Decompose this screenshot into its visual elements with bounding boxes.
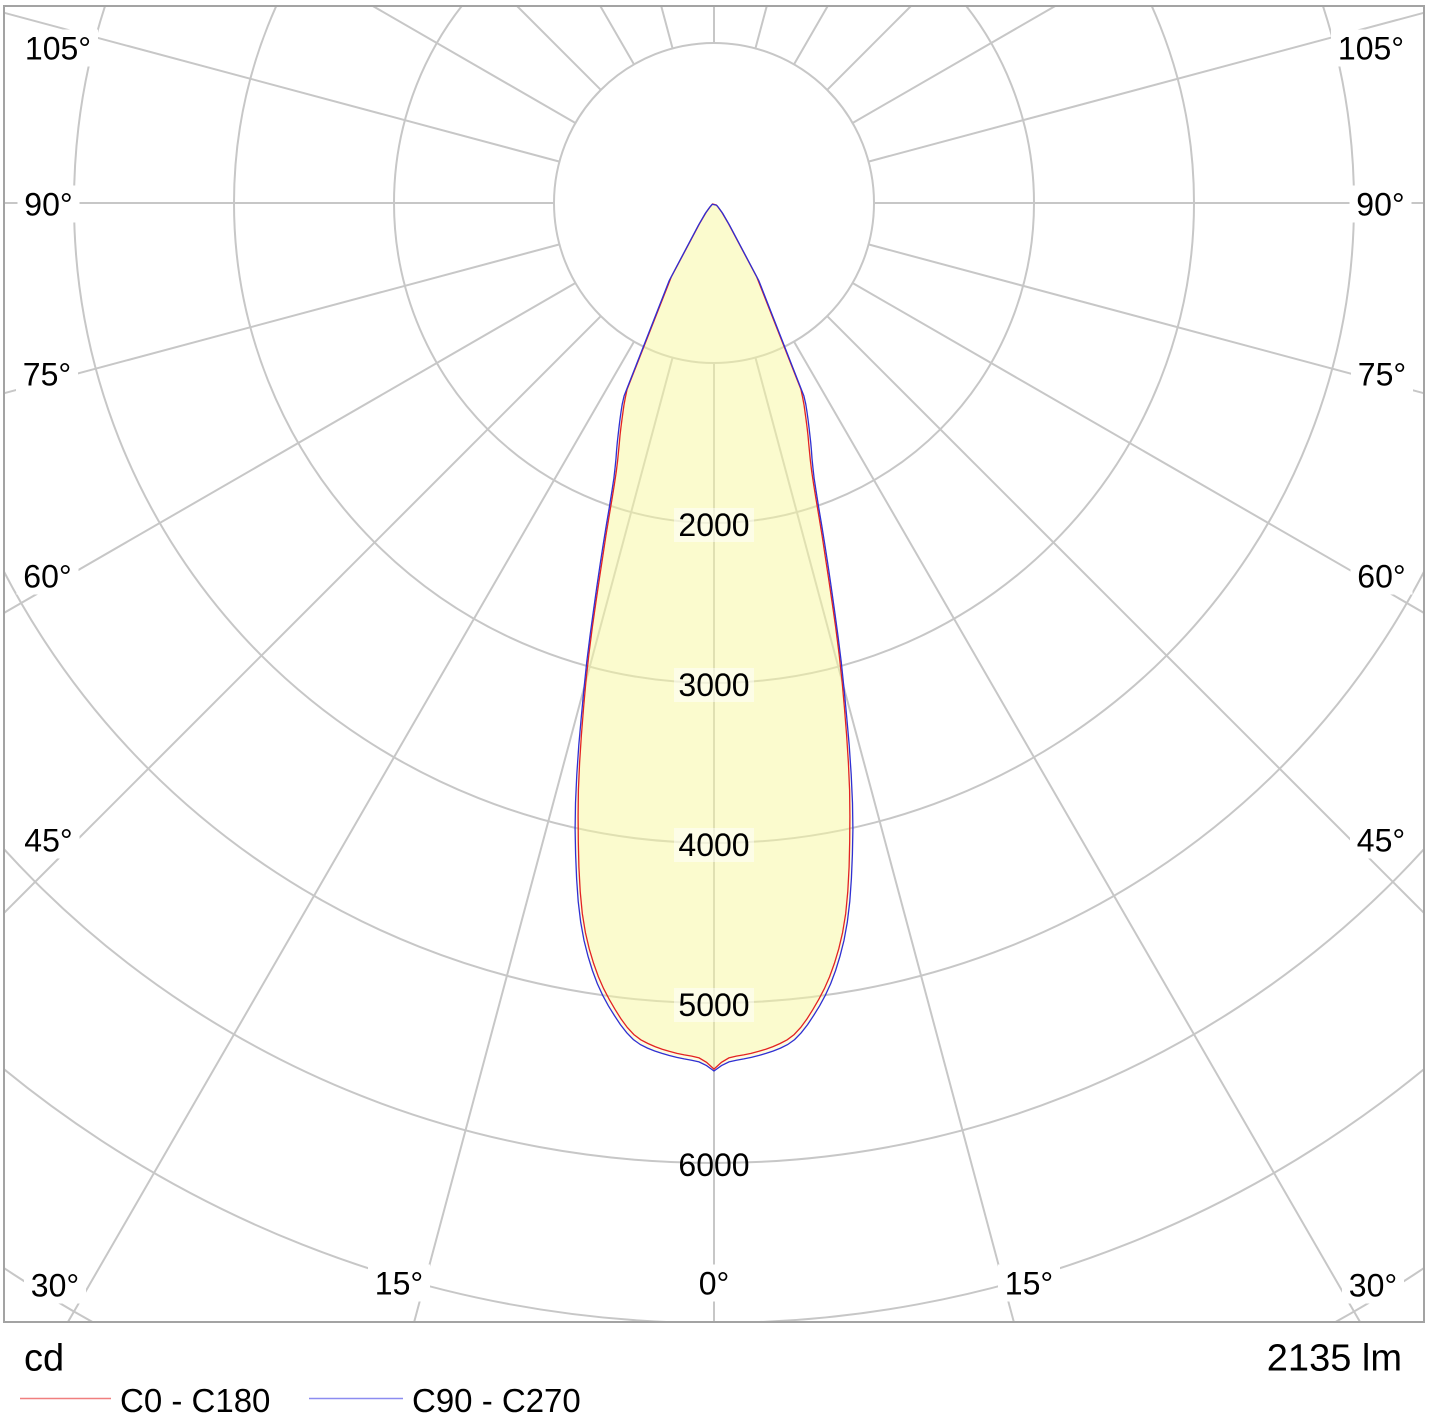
svg-text:60°: 60° [1357, 559, 1405, 595]
svg-text:C0 - C180: C0 - C180 [120, 1382, 270, 1419]
svg-text:75°: 75° [1358, 357, 1406, 393]
svg-text:6000: 6000 [678, 1147, 749, 1183]
svg-text:4000: 4000 [678, 827, 749, 863]
svg-text:105°: 105° [1338, 31, 1404, 67]
svg-text:90°: 90° [1356, 187, 1404, 223]
svg-text:0°: 0° [699, 1266, 730, 1302]
svg-text:15°: 15° [1005, 1266, 1053, 1302]
svg-text:2000: 2000 [678, 507, 749, 543]
svg-text:30°: 30° [31, 1268, 79, 1304]
svg-text:75°: 75° [23, 357, 71, 393]
svg-text:45°: 45° [24, 823, 72, 859]
svg-text:5000: 5000 [678, 987, 749, 1023]
svg-text:15°: 15° [375, 1266, 423, 1302]
svg-text:60°: 60° [23, 559, 71, 595]
svg-text:C90 - C270: C90 - C270 [412, 1382, 581, 1419]
svg-text:90°: 90° [24, 187, 72, 223]
svg-text:30°: 30° [1349, 1268, 1397, 1304]
svg-text:2135 lm: 2135 lm [1267, 1338, 1402, 1380]
svg-text:45°: 45° [1357, 823, 1405, 859]
svg-text:cd: cd [24, 1338, 64, 1380]
svg-text:3000: 3000 [678, 667, 749, 703]
svg-text:105°: 105° [25, 31, 91, 67]
